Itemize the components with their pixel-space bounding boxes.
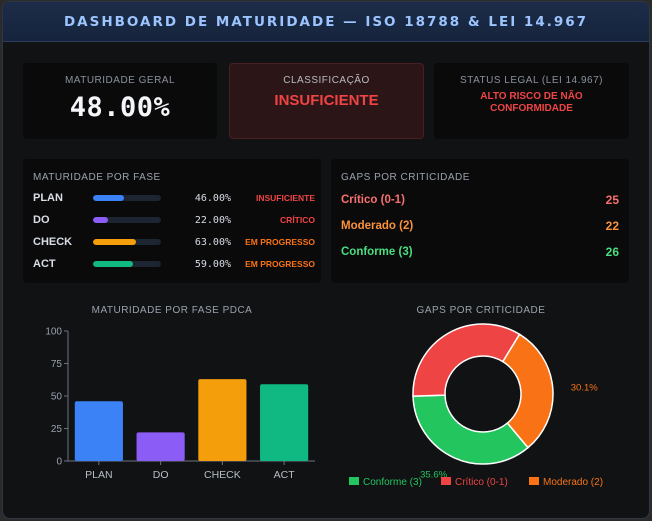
gap-row: Moderado (2) 22 (341, 217, 619, 235)
x-tick-label: ACT (274, 469, 296, 481)
y-tick-label: 50 (51, 392, 63, 403)
kpi-legal-label: STATUS LEGAL (LEI 14.967) (460, 75, 603, 86)
donut-slice-3 (501, 333, 554, 449)
donut-data-label: 30.1% (571, 382, 598, 393)
phase-status: EM PROGRESSO (245, 237, 315, 247)
phase-progress-bar (93, 217, 161, 223)
bar-chart: 0 25 50 75 100 PLAN DO CHECK ACT (45, 327, 315, 481)
gaps-panel-title: GAPS POR CRITICIDADE (341, 172, 470, 183)
phase-row: PLAN 46.00% INSUFICIENTE (33, 190, 315, 206)
gap-row: Conforme (3) 26 (341, 243, 619, 261)
legend-swatch (349, 477, 359, 485)
kpi-maturity-value: 48.00% (69, 92, 171, 123)
y-tick-label: 75 (51, 359, 63, 370)
gap-count: 25 (605, 193, 619, 207)
x-tick-label: DO (153, 469, 169, 481)
bar-act (260, 384, 309, 461)
phase-name: DO (33, 214, 50, 226)
y-tick-label: 100 (45, 327, 62, 338)
bar-do (136, 432, 185, 461)
donut-chart: 30.1% 35.6%Conforme (3) Crítico (0-1) Moder… (349, 323, 603, 488)
donut-slice-1 (412, 394, 530, 465)
legend-label: Crítico (0-1) (455, 477, 508, 488)
phase-percent: 63.00% (194, 236, 231, 248)
gap-label: Crítico (0-1) (341, 194, 405, 206)
phase-percent: 59.00% (194, 258, 231, 270)
phase-progress-fill (93, 239, 136, 245)
kpi-legal-card: STATUS LEGAL (LEI 14.967) ALTO RISCO DE … (434, 63, 629, 139)
legend-label: Moderado (2) (543, 477, 603, 488)
legend-swatch (441, 477, 451, 485)
phase-progress-bar (93, 239, 161, 245)
phase-percent: 46.00% (194, 192, 231, 204)
phase-row: ACT 59.00% EM PROGRESSO (33, 256, 315, 272)
kpi-classification-card: CLASSIFICAÇÃO INSUFICIENTE (229, 63, 424, 139)
kpi-legal-line1: ALTO RISCO DE NÃO (480, 91, 583, 102)
phase-status: CRÍTICO (280, 215, 315, 225)
page-title: DASHBOARD DE MATURIDADE — ISO 18788 & LE… (63, 13, 589, 30)
phase-progress-bar (93, 195, 161, 201)
phase-status: EM PROGRESSO (245, 259, 315, 269)
phase-name: PLAN (33, 192, 63, 204)
y-tick-label: 0 (56, 457, 62, 468)
phase-progress-bar (93, 261, 161, 267)
kpi-maturity-label: MATURIDADE GERAL (64, 75, 176, 86)
gaps-panel: GAPS POR CRITICIDADE Crítico (0-1) 25 Mo… (331, 159, 629, 283)
donut-slice-2 (412, 323, 521, 397)
gap-label: Conforme (3) (341, 246, 413, 258)
gap-row: Crítico (0-1) 25 (341, 191, 619, 209)
gap-count: 26 (605, 245, 619, 259)
legend-swatch (529, 477, 539, 485)
legend-label: Conforme (3) (363, 477, 422, 488)
phase-row: DO 22.00% CRÍTICO (33, 212, 315, 228)
y-tick-label: 25 (51, 424, 63, 435)
header-bar: DASHBOARD DE MATURIDADE — ISO 18788 & LE… (3, 2, 649, 42)
phase-panel: MATURIDADE POR FASE PLAN 46.00% INSUFICI… (23, 159, 321, 283)
phase-name: CHECK (33, 236, 73, 248)
phase-name: ACT (33, 258, 56, 270)
gap-label: Moderado (2) (341, 220, 414, 232)
donut-data-label: 35.6% (420, 469, 447, 480)
bar-plan (74, 401, 123, 461)
phase-status: INSUFICIENTE (255, 193, 315, 203)
kpi-classification-label: CLASSIFICAÇÃO (283, 75, 370, 86)
bar-chart-title: MATURIDADE POR FASE PDCA (91, 305, 253, 316)
donut-chart-title: GAPS POR CRITICIDADE (416, 305, 546, 316)
phase-progress-fill (93, 261, 134, 267)
kpi-legal-line2: CONFORMIDADE (490, 103, 573, 114)
phase-percent: 22.00% (194, 214, 231, 226)
phase-progress-fill (93, 195, 125, 201)
phase-row: CHECK 63.00% EM PROGRESSO (33, 234, 315, 250)
x-tick-label: CHECK (204, 469, 241, 481)
kpi-maturity-card: MATURIDADE GERAL 48.00% (23, 63, 217, 139)
gap-count: 22 (605, 219, 619, 233)
bar-check (198, 379, 247, 461)
kpi-classification-value: INSUFICIENTE (274, 92, 379, 109)
x-tick-label: PLAN (85, 469, 112, 481)
phase-progress-fill (93, 217, 108, 223)
phase-panel-title: MATURIDADE POR FASE (33, 172, 161, 183)
